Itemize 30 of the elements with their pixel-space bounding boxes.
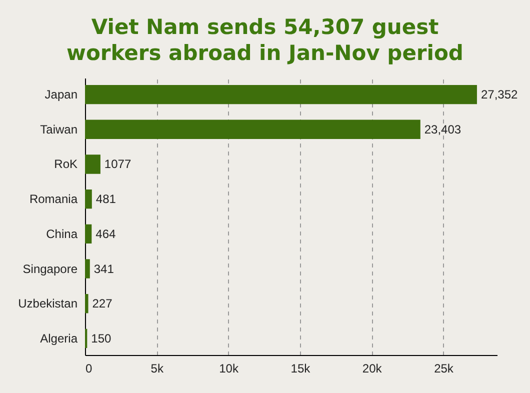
x-tick-label: 20k [362,362,383,376]
y-tick-label: Singapore [22,262,78,276]
x-tick-label: 15k [290,362,312,376]
y-tick-label: Uzbekistan [18,296,78,311]
data-label: 464 [96,226,116,241]
data-label: 227 [92,296,113,311]
data-label: 341 [94,262,114,276]
data-label: 23,403 [424,122,462,136]
y-tick-label: Taiwan [40,122,78,136]
bar [85,224,92,244]
y-tick-label: China [46,226,78,241]
bar [85,294,88,314]
bar [85,154,100,174]
x-tick-label: 10k [219,362,240,376]
bar [85,120,420,139]
data-label: 27,352 [480,88,518,102]
x-tick-label: 5k [150,362,164,376]
bar [85,189,92,209]
x-tick-label: 25k [434,362,454,376]
data-label: 481 [96,192,116,206]
data-label: 1077 [104,157,132,172]
y-tick-label: Japan [44,88,78,102]
y-tick-label: Romania [29,192,78,206]
x-tick-label: 0 [86,362,92,376]
bar [85,259,90,278]
chart-title: Viet Nam sends 54,307 guest workers abroad in Jan-Nov period [66,15,464,65]
bar [85,84,477,104]
data-label: 150 [91,331,112,346]
y-tick-label: RoK [54,157,78,172]
y-tick-label: Algeria [40,331,78,346]
